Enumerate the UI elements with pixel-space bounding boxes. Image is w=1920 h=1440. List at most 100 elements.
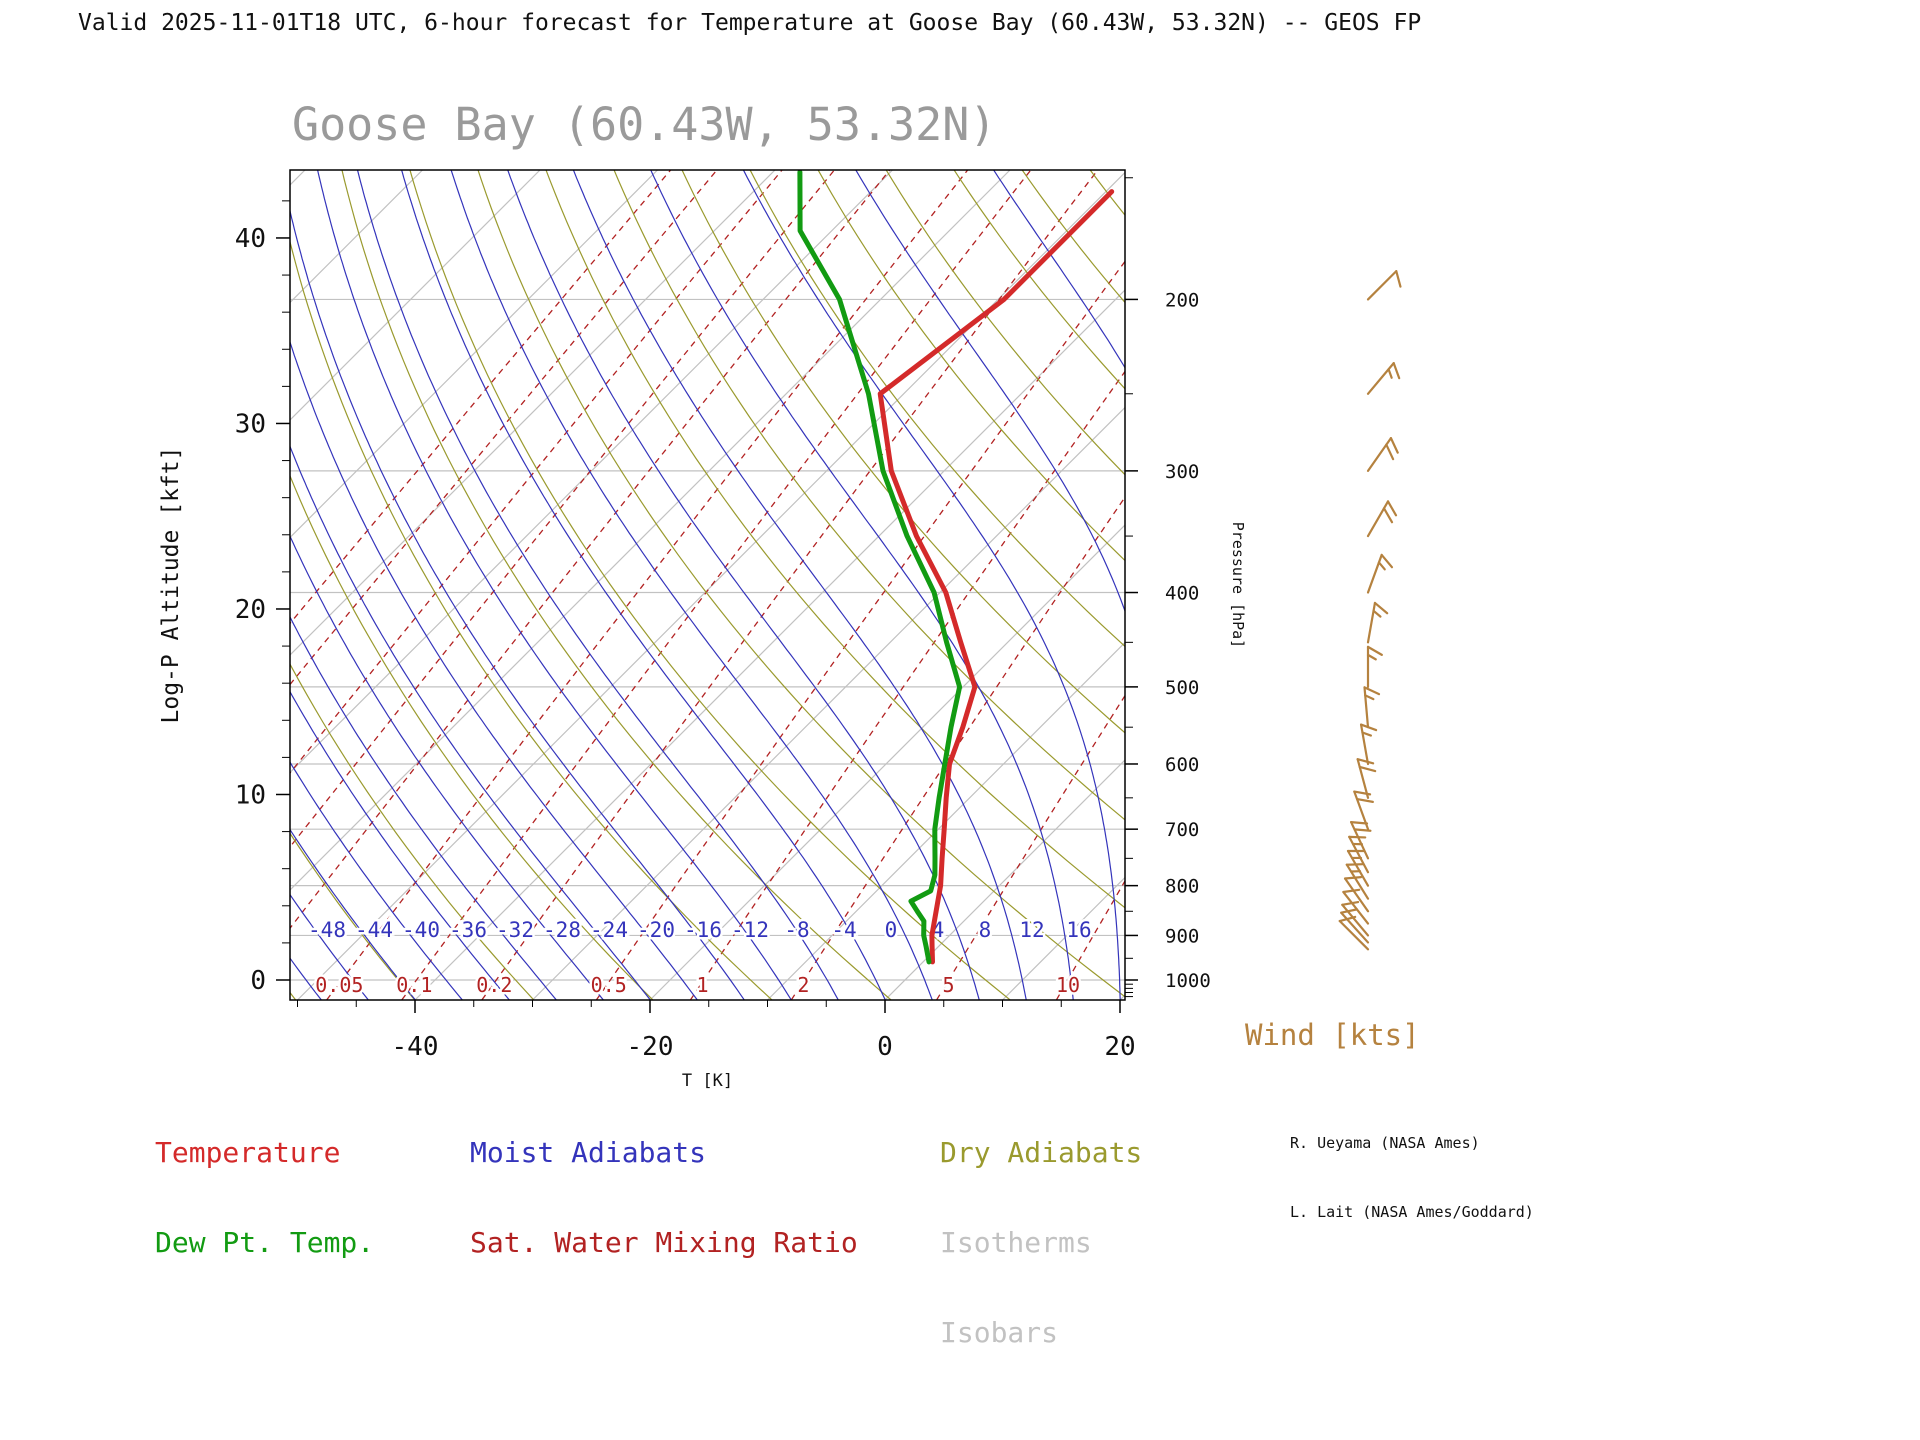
mixing-ratio-label: 1 — [697, 973, 709, 997]
moist-adiabat-label: 8 — [979, 918, 992, 942]
wind-barb-feather — [1380, 553, 1394, 569]
dry-adiabat-line — [1359, 166, 1920, 1000]
kft-tick-label: 20 — [235, 595, 266, 625]
isotherm-line — [414, 289, 1125, 1000]
moist-adiabat-label: 16 — [1066, 918, 1091, 942]
temp-tick-label: 20 — [1104, 1032, 1135, 1062]
mixing-ratio-line — [401, 170, 1032, 1000]
dry-adiabat-line — [477, 170, 1125, 998]
wind-barb-feather — [1349, 820, 1369, 825]
moist-adiabat-line — [290, 690, 510, 1000]
plot-frame — [289, 169, 1126, 1001]
moist-adiabat-label: -12 — [731, 918, 769, 942]
kft-tick-label: 10 — [235, 780, 266, 810]
pressure-tick-label: 700 — [1165, 819, 1199, 841]
moist-adiabat-label: -20 — [637, 918, 675, 942]
wind-barb-half-feather — [1372, 609, 1382, 618]
mixing-ratio-labels: 0.05 0.1 0.2 0.5 1 2 5 10 — [313, 971, 1083, 1000]
dry-adiabat-line — [1291, 166, 1920, 1000]
legend-dewpoint: Dew Pt. Temp. — [155, 1226, 375, 1259]
wind-barb-staff — [1342, 890, 1370, 925]
mixing-ratio-line — [481, 170, 1099, 1000]
moist-adiabat-line — [992, 170, 1125, 369]
temperature-profile — [877, 189, 1115, 965]
legend-column-background: Dry Adiabats Isotherms Isobars — [940, 1078, 1142, 1408]
mixing-ratio-line — [290, 170, 718, 686]
wind-barb-feather — [1355, 798, 1374, 803]
moist-adiabat-line — [572, 170, 1027, 1000]
wind-barb-staff — [1341, 903, 1370, 937]
isotherm-line — [290, 170, 893, 774]
dry-adiabat-line — [341, 170, 892, 1000]
moist-adiabat-label: 12 — [1019, 918, 1044, 942]
wind-barb-staff — [1356, 758, 1370, 799]
dewpoint-profile — [797, 170, 963, 965]
pressure-tick-label: 1000 — [1165, 970, 1211, 992]
dry-adiabat-line — [885, 170, 1125, 476]
mixing-ratio-label: 0.1 — [396, 973, 432, 997]
temp-tick-label: 0 — [877, 1032, 893, 1062]
wind-barb-half-feather — [1366, 653, 1377, 661]
dry-adiabat-line — [1155, 166, 1920, 1000]
dry-adiabat-line — [290, 662, 535, 1000]
isotherm-line — [1355, 170, 1920, 1000]
moist-adiabat-label: -24 — [590, 918, 628, 942]
wind-barb-feather — [1385, 443, 1395, 461]
temp-tick-label: -40 — [392, 1032, 439, 1062]
pressure-tick-label: 300 — [1165, 461, 1199, 483]
wind-barb-staff — [1338, 919, 1370, 951]
dry-adiabat-line — [953, 170, 1125, 390]
wind-barb-staff — [1340, 911, 1370, 944]
wind-barb-staff — [1366, 601, 1377, 644]
axes-layer — [276, 177, 1138, 1013]
wind-barb-feather — [1392, 362, 1401, 380]
wind-barb-feather — [1338, 915, 1357, 923]
wind-barb-feather — [1348, 835, 1367, 839]
moist-adiabat-label: -32 — [496, 918, 534, 942]
dry-adiabat-line — [290, 832, 416, 1000]
mixing-ratio-line — [290, 170, 672, 625]
moist-adiabat-line — [450, 170, 933, 1000]
wind-barb-feather — [1340, 908, 1358, 914]
dry-adiabat-line — [817, 170, 1125, 562]
legend-isotherms: Isotherms — [940, 1226, 1092, 1259]
wind-barb-feather — [1345, 863, 1364, 866]
pressure-tick-label: 600 — [1165, 754, 1199, 776]
dry-adiabat-line — [1495, 166, 1920, 1000]
legend-isobars: Isobars — [940, 1316, 1059, 1349]
mixing-ratio-label: 10 — [1056, 973, 1080, 997]
moist-adiabats-layer — [290, 170, 1125, 1000]
mixing-ratio-label: 5 — [942, 973, 954, 997]
wind-barb-feather — [1353, 790, 1372, 796]
isotherms-layer — [290, 170, 1920, 1000]
isotherm-line — [290, 170, 423, 304]
mixing-ratio-line — [290, 170, 783, 775]
kft-tick-label: 30 — [235, 409, 266, 439]
isotherm-line — [532, 406, 1125, 1000]
wind-barb-feather — [1359, 723, 1378, 732]
wind-barb-feather — [1366, 645, 1383, 656]
moist-adiabat-line — [290, 534, 604, 1000]
isotherm-line — [1238, 170, 1920, 1000]
moist-adiabat-label: -28 — [543, 918, 581, 942]
mixing-ratio-label: 2 — [797, 973, 809, 997]
moist-adiabat-line — [650, 170, 1074, 1000]
wind-barb-staff — [1348, 835, 1370, 874]
wind-barb-feather — [1395, 270, 1402, 288]
legend-column-moist: Moist Adiabats Sat. Water Mixing Ratio — [470, 1078, 858, 1318]
pressure-tick-label: 400 — [1165, 583, 1199, 605]
moist-adiabat-line — [290, 893, 369, 1000]
wind-barb-staff — [1366, 437, 1393, 472]
x-axis-title: T [K] — [682, 1071, 733, 1091]
isotherm-line — [290, 170, 1011, 891]
mixing-ratio-label: 0.5 — [591, 973, 627, 997]
right-axis-title: Pressure [hPa] — [1229, 522, 1247, 648]
wind-barb-staff — [1366, 362, 1395, 395]
dry-adiabat-line — [681, 170, 1125, 734]
page-title: Valid 2025-11-01T18 UTC, 6-hour forecast… — [78, 10, 1422, 36]
mixing-ratio-label: 0.05 — [315, 973, 363, 997]
moist-adiabat-label: -36 — [449, 918, 487, 942]
pressure-tick-label: 200 — [1165, 289, 1199, 311]
dry-adiabat-line — [290, 239, 773, 1000]
